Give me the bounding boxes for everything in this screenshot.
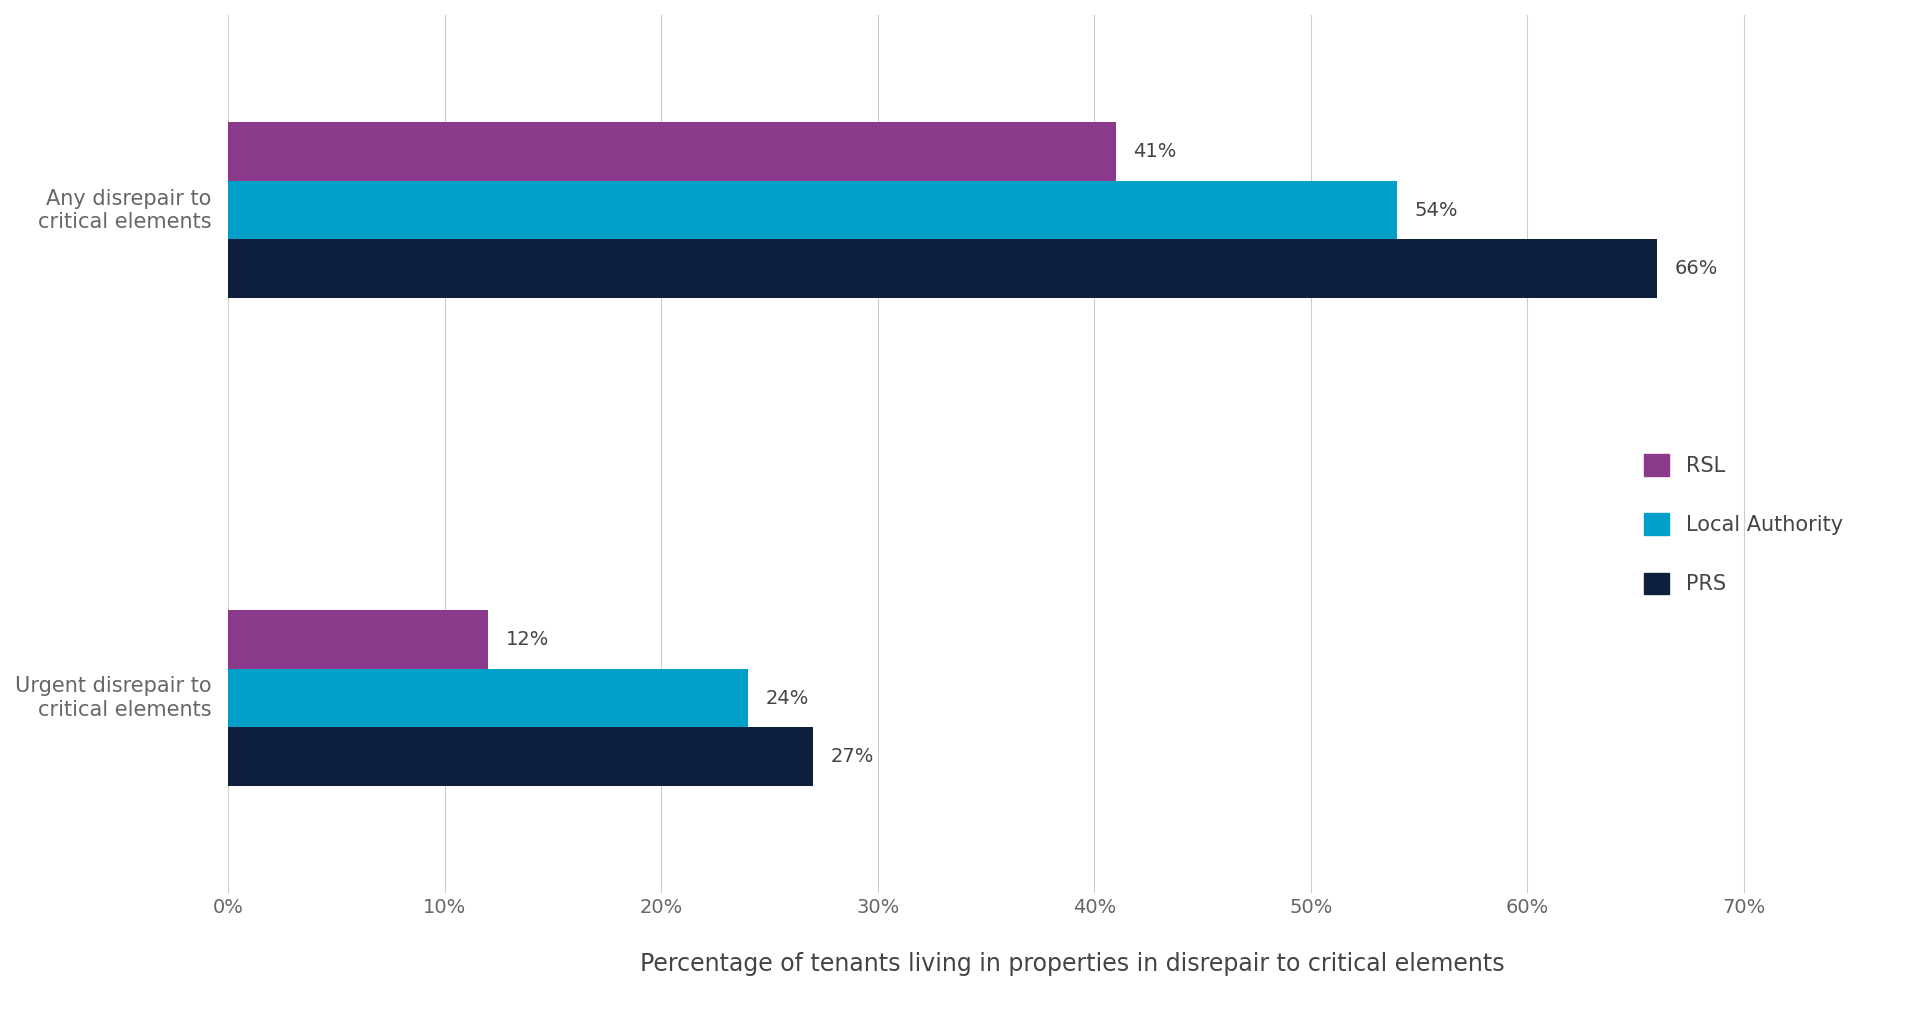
Bar	[228, 240, 1658, 298]
Bar	[228, 122, 1117, 181]
Text: 27%: 27%	[831, 747, 873, 766]
Legend: RSL, Local Authority, PRS: RSL, Local Authority, PRS	[1623, 434, 1864, 616]
Text: 66%: 66%	[1675, 259, 1718, 278]
Text: 12%: 12%	[506, 630, 549, 649]
Bar	[228, 668, 748, 727]
Bar	[228, 727, 813, 786]
Text: 41%: 41%	[1134, 143, 1177, 161]
Text: 24%: 24%	[765, 688, 810, 708]
X-axis label: Percentage of tenants living in properties in disrepair to critical elements: Percentage of tenants living in properti…	[639, 951, 1505, 976]
Bar	[228, 611, 489, 668]
Bar	[228, 181, 1397, 240]
Text: 54%: 54%	[1414, 200, 1459, 219]
